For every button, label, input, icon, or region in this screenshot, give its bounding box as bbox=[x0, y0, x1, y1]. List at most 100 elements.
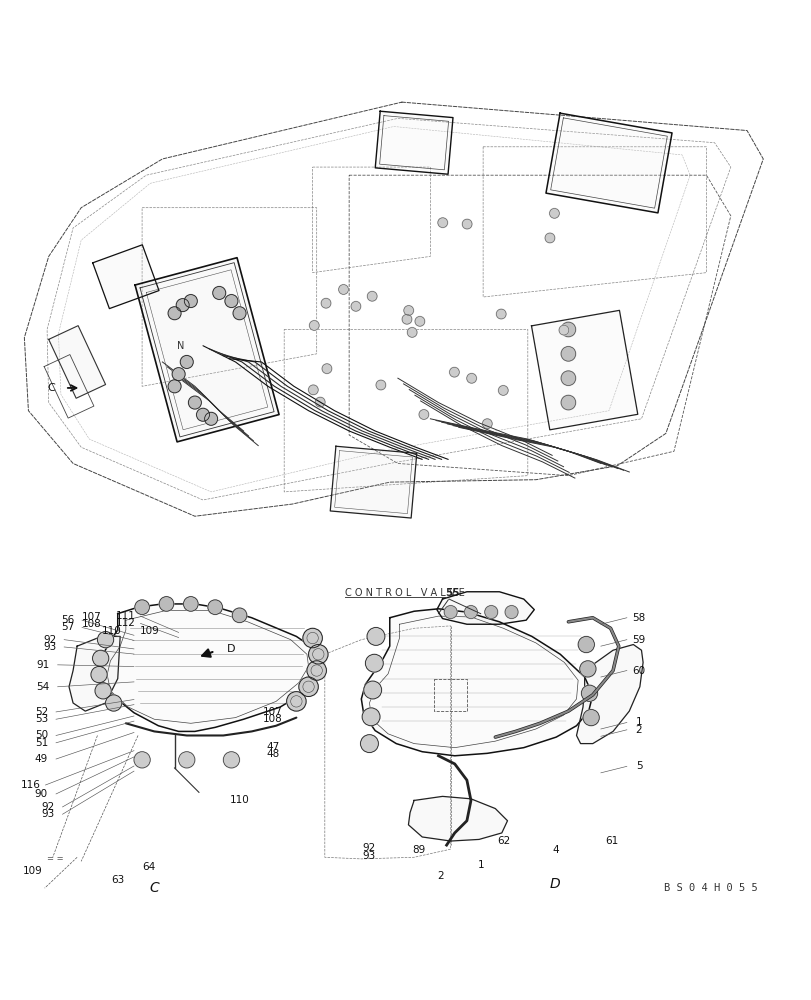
Circle shape bbox=[363, 681, 381, 699]
Text: 50: 50 bbox=[35, 730, 48, 740]
Text: D: D bbox=[549, 877, 560, 891]
Circle shape bbox=[407, 328, 417, 337]
Circle shape bbox=[444, 606, 457, 619]
Text: 51: 51 bbox=[35, 738, 48, 748]
Circle shape bbox=[544, 233, 554, 243]
Polygon shape bbox=[576, 645, 642, 744]
Text: 58: 58 bbox=[632, 613, 645, 623]
Circle shape bbox=[322, 364, 332, 374]
Text: 110: 110 bbox=[230, 795, 249, 805]
Text: 112: 112 bbox=[116, 618, 135, 628]
Circle shape bbox=[308, 385, 318, 395]
Polygon shape bbox=[436, 592, 534, 624]
Polygon shape bbox=[92, 245, 159, 309]
Circle shape bbox=[233, 307, 246, 320]
Circle shape bbox=[360, 735, 378, 753]
Circle shape bbox=[577, 636, 594, 653]
Polygon shape bbox=[135, 258, 279, 442]
Polygon shape bbox=[330, 446, 416, 518]
Text: 93: 93 bbox=[43, 642, 56, 652]
Circle shape bbox=[303, 628, 322, 648]
Circle shape bbox=[172, 368, 185, 381]
Text: 48: 48 bbox=[266, 749, 279, 759]
Circle shape bbox=[204, 412, 217, 425]
Text: C: C bbox=[47, 383, 55, 393]
Circle shape bbox=[560, 322, 575, 337]
Text: 56: 56 bbox=[61, 615, 74, 625]
Circle shape bbox=[367, 291, 376, 301]
Text: 108: 108 bbox=[263, 714, 282, 724]
Text: 2: 2 bbox=[635, 725, 642, 735]
Circle shape bbox=[365, 654, 383, 672]
Text: 90: 90 bbox=[35, 789, 48, 799]
Polygon shape bbox=[69, 636, 120, 711]
Circle shape bbox=[558, 325, 568, 335]
Text: 47: 47 bbox=[266, 742, 279, 752]
Text: N: N bbox=[176, 341, 184, 351]
Text: 91: 91 bbox=[36, 660, 49, 670]
Circle shape bbox=[184, 295, 197, 308]
Circle shape bbox=[176, 299, 189, 312]
Text: 1: 1 bbox=[477, 860, 483, 870]
Circle shape bbox=[91, 666, 107, 683]
Text: 1: 1 bbox=[635, 717, 642, 727]
Polygon shape bbox=[531, 310, 637, 430]
Text: 49: 49 bbox=[35, 754, 48, 764]
Circle shape bbox=[560, 395, 575, 410]
Circle shape bbox=[449, 367, 459, 377]
Polygon shape bbox=[99, 604, 320, 731]
Circle shape bbox=[298, 677, 318, 697]
Text: 111: 111 bbox=[116, 611, 135, 621]
Text: 52: 52 bbox=[35, 707, 48, 717]
Circle shape bbox=[188, 396, 201, 409]
Text: 109: 109 bbox=[23, 866, 42, 876]
Circle shape bbox=[560, 347, 575, 361]
Circle shape bbox=[97, 632, 114, 648]
Text: 108: 108 bbox=[82, 619, 101, 629]
Circle shape bbox=[461, 219, 471, 229]
Circle shape bbox=[350, 301, 360, 311]
Circle shape bbox=[223, 752, 239, 768]
Text: 93: 93 bbox=[41, 809, 54, 819]
Circle shape bbox=[560, 371, 575, 386]
Circle shape bbox=[498, 386, 508, 395]
Circle shape bbox=[168, 380, 181, 393]
Circle shape bbox=[308, 645, 328, 664]
Text: C O N T R O L   V A L V E: C O N T R O L V A L V E bbox=[345, 588, 464, 598]
Circle shape bbox=[178, 752, 195, 768]
Circle shape bbox=[183, 597, 198, 611]
Circle shape bbox=[307, 661, 326, 680]
Text: = =: = = bbox=[47, 854, 63, 863]
Circle shape bbox=[418, 410, 428, 419]
Text: D: D bbox=[227, 644, 235, 654]
Circle shape bbox=[375, 380, 385, 390]
Circle shape bbox=[196, 408, 209, 421]
Text: 63: 63 bbox=[111, 875, 124, 885]
Circle shape bbox=[579, 661, 595, 677]
Circle shape bbox=[208, 600, 222, 614]
Circle shape bbox=[549, 208, 559, 218]
Circle shape bbox=[168, 307, 181, 320]
Circle shape bbox=[367, 627, 384, 645]
Text: 93: 93 bbox=[362, 851, 375, 861]
Circle shape bbox=[159, 597, 174, 611]
Text: 109: 109 bbox=[139, 626, 159, 636]
Polygon shape bbox=[408, 796, 507, 841]
Circle shape bbox=[105, 695, 122, 711]
Circle shape bbox=[362, 708, 380, 726]
Circle shape bbox=[95, 683, 111, 699]
Text: 110: 110 bbox=[102, 626, 122, 636]
Circle shape bbox=[414, 316, 424, 326]
Circle shape bbox=[464, 606, 477, 619]
Text: 55: 55 bbox=[444, 588, 459, 598]
Text: 53: 53 bbox=[35, 714, 48, 724]
Text: 107: 107 bbox=[263, 707, 282, 717]
Circle shape bbox=[286, 692, 306, 711]
Text: 59: 59 bbox=[632, 635, 645, 645]
Text: 92: 92 bbox=[362, 843, 375, 853]
Circle shape bbox=[338, 285, 348, 294]
Circle shape bbox=[232, 608, 247, 623]
Circle shape bbox=[401, 314, 411, 324]
Circle shape bbox=[134, 752, 150, 768]
Circle shape bbox=[225, 295, 238, 308]
